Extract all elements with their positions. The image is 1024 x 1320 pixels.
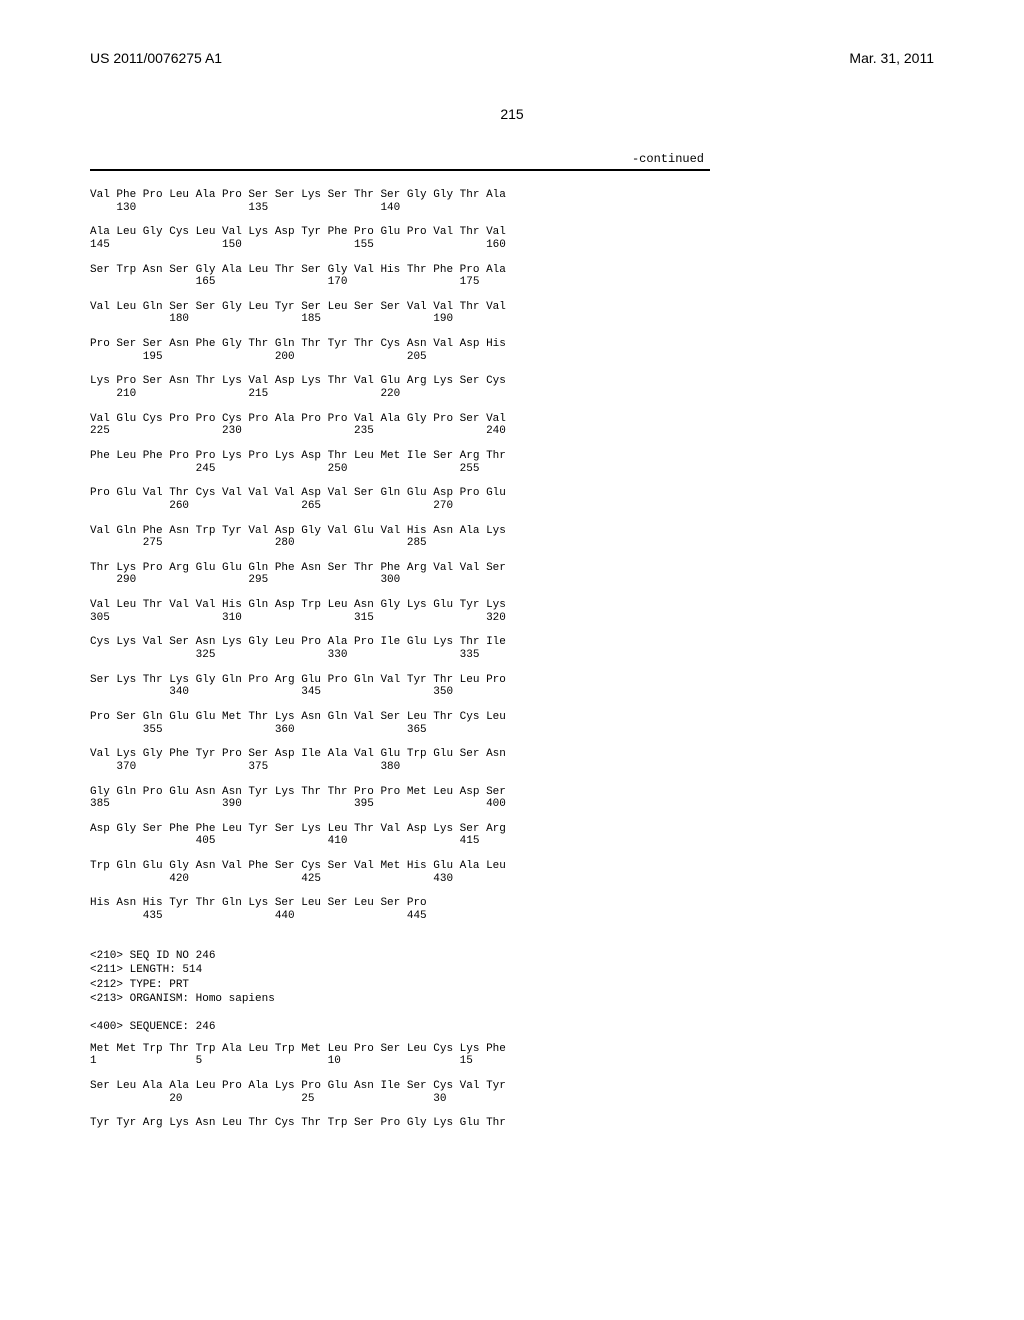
seq-length-line: <211> LENGTH: 514 (90, 964, 202, 976)
publication-number: US 2011/0076275 A1 (90, 50, 222, 66)
sequence-row: Met Met Trp Thr Trp Ala Leu Trp Met Leu … (90, 1043, 934, 1068)
sequence-row: Val Gln Phe Asn Trp Tyr Val Asp Gly Val … (90, 525, 934, 550)
sequence-row: Val Glu Cys Pro Pro Cys Pro Ala Pro Pro … (90, 413, 934, 438)
sequence-row: Val Leu Gln Ser Ser Gly Leu Tyr Ser Leu … (90, 301, 934, 326)
sequence-row: Val Lys Gly Phe Tyr Pro Ser Asp Ile Ala … (90, 748, 934, 773)
sequence-row: His Asn His Tyr Thr Gln Lys Ser Leu Ser … (90, 897, 934, 922)
seq-organism-line: <213> ORGANISM: Homo sapiens (90, 993, 275, 1005)
sequence-row: Tyr Tyr Arg Lys Asn Leu Thr Cys Thr Trp … (90, 1117, 934, 1130)
page-header: US 2011/0076275 A1 Mar. 31, 2011 (90, 50, 934, 66)
continued-label: -continued (90, 152, 934, 166)
sequence-row: Ser Leu Ala Ala Leu Pro Ala Lys Pro Glu … (90, 1080, 934, 1105)
sequence-row: Gly Gln Pro Glu Asn Asn Tyr Lys Thr Thr … (90, 786, 934, 811)
horizontal-rule (90, 169, 710, 171)
page-container: US 2011/0076275 A1 Mar. 31, 2011 215 -co… (0, 0, 1024, 1320)
sequence-row: Pro Ser Gln Glu Glu Met Thr Lys Asn Gln … (90, 711, 934, 736)
sequence-row: Thr Lys Pro Arg Glu Glu Gln Phe Asn Ser … (90, 562, 934, 587)
sequence-row: Pro Glu Val Thr Cys Val Val Val Asp Val … (90, 487, 934, 512)
sequence-row: Cys Lys Val Ser Asn Lys Gly Leu Pro Ala … (90, 636, 934, 661)
sequence-metadata: <210> SEQ ID NO 246 <211> LENGTH: 514 <2… (90, 935, 934, 1035)
sequence-row: Ala Leu Gly Cys Leu Val Lys Asp Tyr Phe … (90, 226, 934, 251)
sequence-row: Lys Pro Ser Asn Thr Lys Val Asp Lys Thr … (90, 375, 934, 400)
sequence-row: Ser Lys Thr Lys Gly Gln Pro Arg Glu Pro … (90, 674, 934, 699)
seq-sequence-label: <400> SEQUENCE: 246 (90, 1021, 215, 1033)
sequence-row: Val Leu Thr Val Val His Gln Asp Trp Leu … (90, 599, 934, 624)
publication-date: Mar. 31, 2011 (849, 50, 934, 66)
sequence-listing-2: Met Met Trp Thr Trp Ala Leu Trp Met Leu … (90, 1043, 934, 1130)
sequence-row: Val Phe Pro Leu Ala Pro Ser Ser Lys Ser … (90, 189, 934, 214)
seq-type-line: <212> TYPE: PRT (90, 979, 189, 991)
sequence-listing-1: Val Phe Pro Leu Ala Pro Ser Ser Lys Ser … (90, 189, 934, 923)
sequence-row: Pro Ser Ser Asn Phe Gly Thr Gln Thr Tyr … (90, 338, 934, 363)
sequence-row: Trp Gln Glu Gly Asn Val Phe Ser Cys Ser … (90, 860, 934, 885)
seq-id-line: <210> SEQ ID NO 246 (90, 950, 215, 962)
sequence-row: Asp Gly Ser Phe Phe Leu Tyr Ser Lys Leu … (90, 823, 934, 848)
sequence-row: Ser Trp Asn Ser Gly Ala Leu Thr Ser Gly … (90, 264, 934, 289)
sequence-row: Phe Leu Phe Pro Pro Lys Pro Lys Asp Thr … (90, 450, 934, 475)
page-number: 215 (90, 106, 934, 122)
